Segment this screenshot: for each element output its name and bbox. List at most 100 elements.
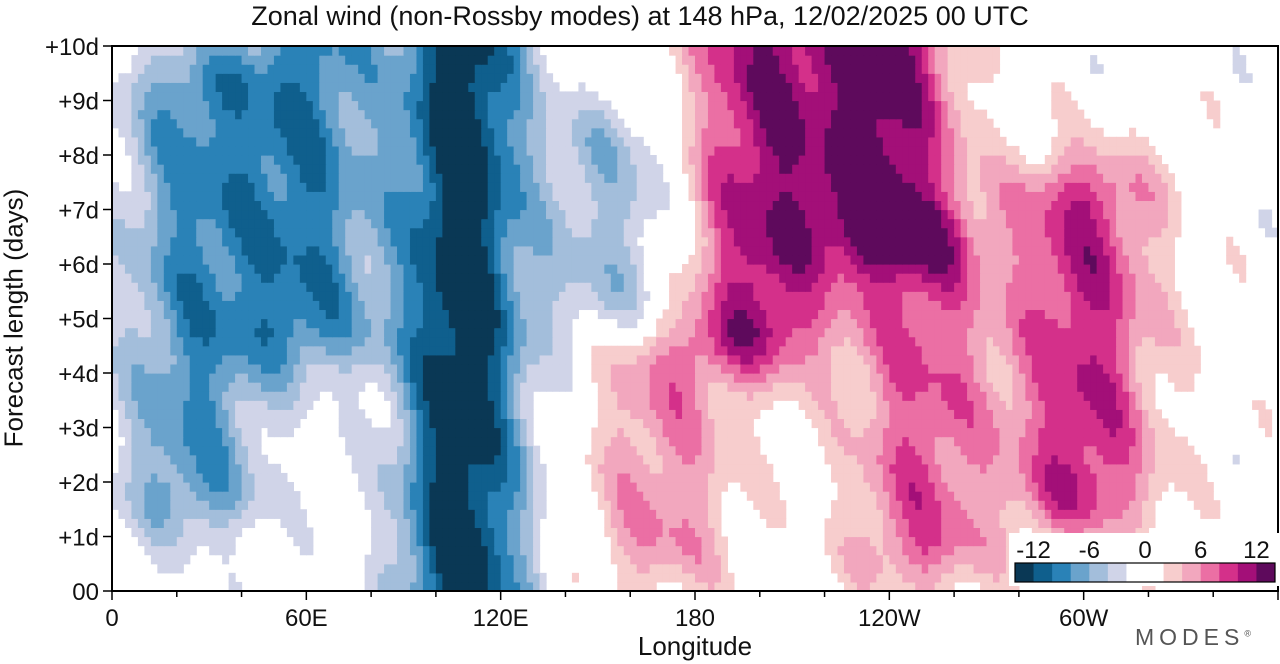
heatmap-cell — [921, 563, 929, 574]
heatmap-cell — [442, 445, 450, 456]
heatmap-cell — [254, 363, 262, 374]
heatmap-cell — [798, 382, 806, 392]
heatmap-cell — [1031, 445, 1039, 456]
heatmap-cell — [571, 309, 579, 320]
heatmap-cell — [338, 300, 346, 311]
heatmap-cell — [513, 509, 521, 519]
heatmap-cell — [792, 336, 800, 347]
heatmap-cell — [695, 282, 703, 292]
heatmap-cell — [1148, 445, 1156, 456]
heatmap-cell — [934, 454, 942, 465]
heatmap-cell — [157, 418, 165, 429]
heatmap-cell — [1083, 273, 1091, 283]
heatmap-cell — [1109, 264, 1117, 274]
heatmap-cell — [533, 291, 541, 301]
heatmap-cell — [455, 373, 463, 383]
heatmap-cell — [980, 354, 988, 365]
heatmap-cell — [1012, 418, 1020, 429]
heatmap-cell — [856, 318, 865, 329]
heatmap-cell — [992, 409, 1001, 420]
heatmap-cell — [1129, 518, 1137, 529]
heatmap-cell — [222, 418, 230, 429]
heatmap-cell — [1005, 373, 1014, 383]
heatmap-cell — [954, 264, 962, 274]
heatmap-cell — [215, 264, 223, 274]
heatmap-cell — [273, 427, 282, 438]
heatmap-cell — [494, 545, 502, 556]
heatmap-cell — [507, 427, 515, 438]
heatmap-cell — [435, 273, 443, 283]
heatmap-cell — [209, 500, 217, 510]
heatmap-cell — [902, 554, 910, 565]
heatmap-cell — [571, 273, 579, 283]
heatmap-cell — [973, 318, 981, 329]
heatmap-cell — [558, 309, 567, 320]
heatmap-cell — [643, 527, 651, 538]
heatmap-cell — [876, 427, 884, 438]
heatmap-cell — [137, 363, 145, 374]
heatmap-cell — [1135, 436, 1143, 447]
heatmap-cell — [1167, 463, 1175, 474]
heatmap-cell — [157, 482, 165, 492]
heatmap-cell — [157, 291, 165, 301]
heatmap-cell — [980, 336, 988, 347]
heatmap-cell — [1116, 527, 1124, 538]
heatmap-cell — [170, 264, 178, 274]
heatmap-cell — [1005, 418, 1014, 429]
heatmap-cell — [150, 354, 158, 365]
heatmap-cell — [468, 318, 476, 329]
heatmap-cell — [895, 273, 903, 283]
heatmap-cell — [695, 554, 703, 565]
heatmap-cell — [811, 354, 819, 365]
heatmap-cell — [973, 518, 981, 529]
heatmap-cell — [1187, 454, 1195, 465]
heatmap-cell — [623, 482, 631, 492]
heatmap-cell — [461, 491, 469, 501]
heatmap-cell — [183, 391, 191, 401]
heatmap-cell — [468, 400, 476, 410]
heatmap-cell — [222, 345, 230, 356]
heatmap-cell — [967, 445, 975, 456]
heatmap-cell — [662, 554, 670, 565]
heatmap-cell — [526, 354, 534, 365]
heatmap-cell — [772, 282, 780, 292]
heatmap-cell — [325, 273, 333, 283]
heatmap-cell — [1187, 463, 1195, 474]
heatmap-cell — [364, 554, 372, 565]
heatmap-cell — [325, 300, 333, 311]
heatmap-cell — [824, 436, 832, 447]
heatmap-cell — [1005, 300, 1014, 311]
heatmap-cell — [623, 400, 631, 410]
heatmap-cell — [876, 345, 884, 356]
heatmap-cell — [118, 373, 126, 383]
heatmap-cell — [176, 282, 184, 292]
heatmap-cell — [643, 518, 651, 529]
heatmap-cell — [539, 491, 547, 501]
heatmap-cell — [740, 282, 748, 292]
heatmap-cell — [390, 300, 398, 311]
heatmap-cell — [189, 291, 197, 301]
heatmap-cell — [338, 327, 346, 338]
heatmap-cell — [552, 282, 560, 292]
heatmap-cell — [921, 327, 929, 338]
heatmap-cell — [675, 482, 683, 492]
heatmap-cell — [811, 300, 819, 311]
heatmap-cell — [798, 291, 806, 301]
heatmap-cell — [1012, 427, 1020, 438]
heatmap-cell — [150, 509, 158, 519]
heatmap-cell — [273, 418, 282, 429]
heatmap-cell — [507, 373, 515, 383]
heatmap-cell — [299, 391, 307, 401]
heatmap-cell — [967, 491, 975, 501]
heatmap-cell — [915, 509, 923, 519]
heatmap-cell — [967, 409, 975, 420]
heatmap-cell — [740, 391, 748, 401]
heatmap-cell — [429, 472, 437, 483]
heatmap-cell — [1025, 382, 1033, 392]
heatmap-cell — [377, 491, 385, 501]
heatmap-cell — [610, 309, 618, 320]
heatmap-cell — [869, 472, 877, 483]
heatmap-cell — [500, 400, 508, 410]
heatmap-cell — [980, 518, 988, 529]
heatmap-cell — [1070, 509, 1078, 519]
